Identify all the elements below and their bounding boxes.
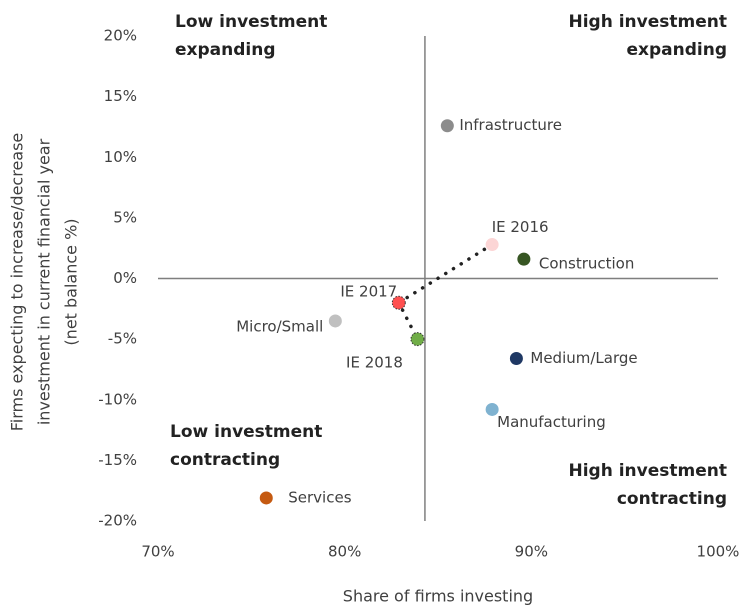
x-tick-label: 80% — [328, 543, 361, 561]
quadrant-label: Low investment — [170, 422, 322, 442]
point — [517, 252, 531, 266]
point — [328, 314, 342, 328]
x-tick-label: 70% — [141, 543, 174, 561]
point-label: Manufacturing — [497, 413, 606, 431]
point — [485, 402, 499, 416]
point-label: IE 2016 — [492, 218, 549, 236]
y-axis-label: (net balance %) — [62, 218, 81, 345]
point-label: Services — [288, 488, 351, 506]
x-tick-label: 100% — [697, 543, 740, 561]
point — [391, 295, 406, 310]
point — [485, 238, 499, 252]
trail-line — [396, 242, 494, 341]
quadrant-label: contracting — [617, 489, 727, 509]
y-tick-label: -10% — [98, 390, 137, 408]
y-tick-label: 0% — [113, 269, 137, 287]
quadrant-label: contracting — [170, 450, 280, 470]
quadrant-label: Low investment — [175, 12, 327, 32]
quadrant-label: expanding — [626, 40, 727, 60]
point — [440, 119, 454, 133]
y-tick-label: 15% — [104, 87, 137, 105]
point-label: IE 2017 — [340, 282, 397, 300]
point — [509, 352, 523, 366]
x-tick-label: 90% — [515, 543, 548, 561]
y-tick-label: -5% — [108, 330, 137, 348]
point — [410, 332, 425, 347]
y-axis-label: investment in current financial year — [35, 138, 54, 425]
point-label: Construction — [539, 255, 635, 273]
y-axis-label: Firms expecting to increase/decrease — [8, 133, 27, 432]
quadrant-label: expanding — [175, 40, 276, 60]
y-tick-label: -15% — [98, 451, 137, 469]
quadrant-label: High investment — [568, 12, 727, 32]
y-tick-label: 5% — [113, 208, 137, 226]
y-tick-label: 20% — [104, 27, 137, 45]
point-label: Medium/Large — [530, 349, 637, 367]
point-label: Infrastructure — [459, 116, 562, 134]
quadrant-label: High investment — [568, 461, 727, 481]
y-tick-label: -20% — [98, 512, 137, 530]
y-tick-label: 10% — [104, 148, 137, 166]
point-label: IE 2018 — [346, 354, 403, 372]
point-label: Micro/Small — [236, 317, 323, 335]
x-axis-label: Share of firms investing — [343, 587, 533, 606]
point — [259, 491, 273, 505]
